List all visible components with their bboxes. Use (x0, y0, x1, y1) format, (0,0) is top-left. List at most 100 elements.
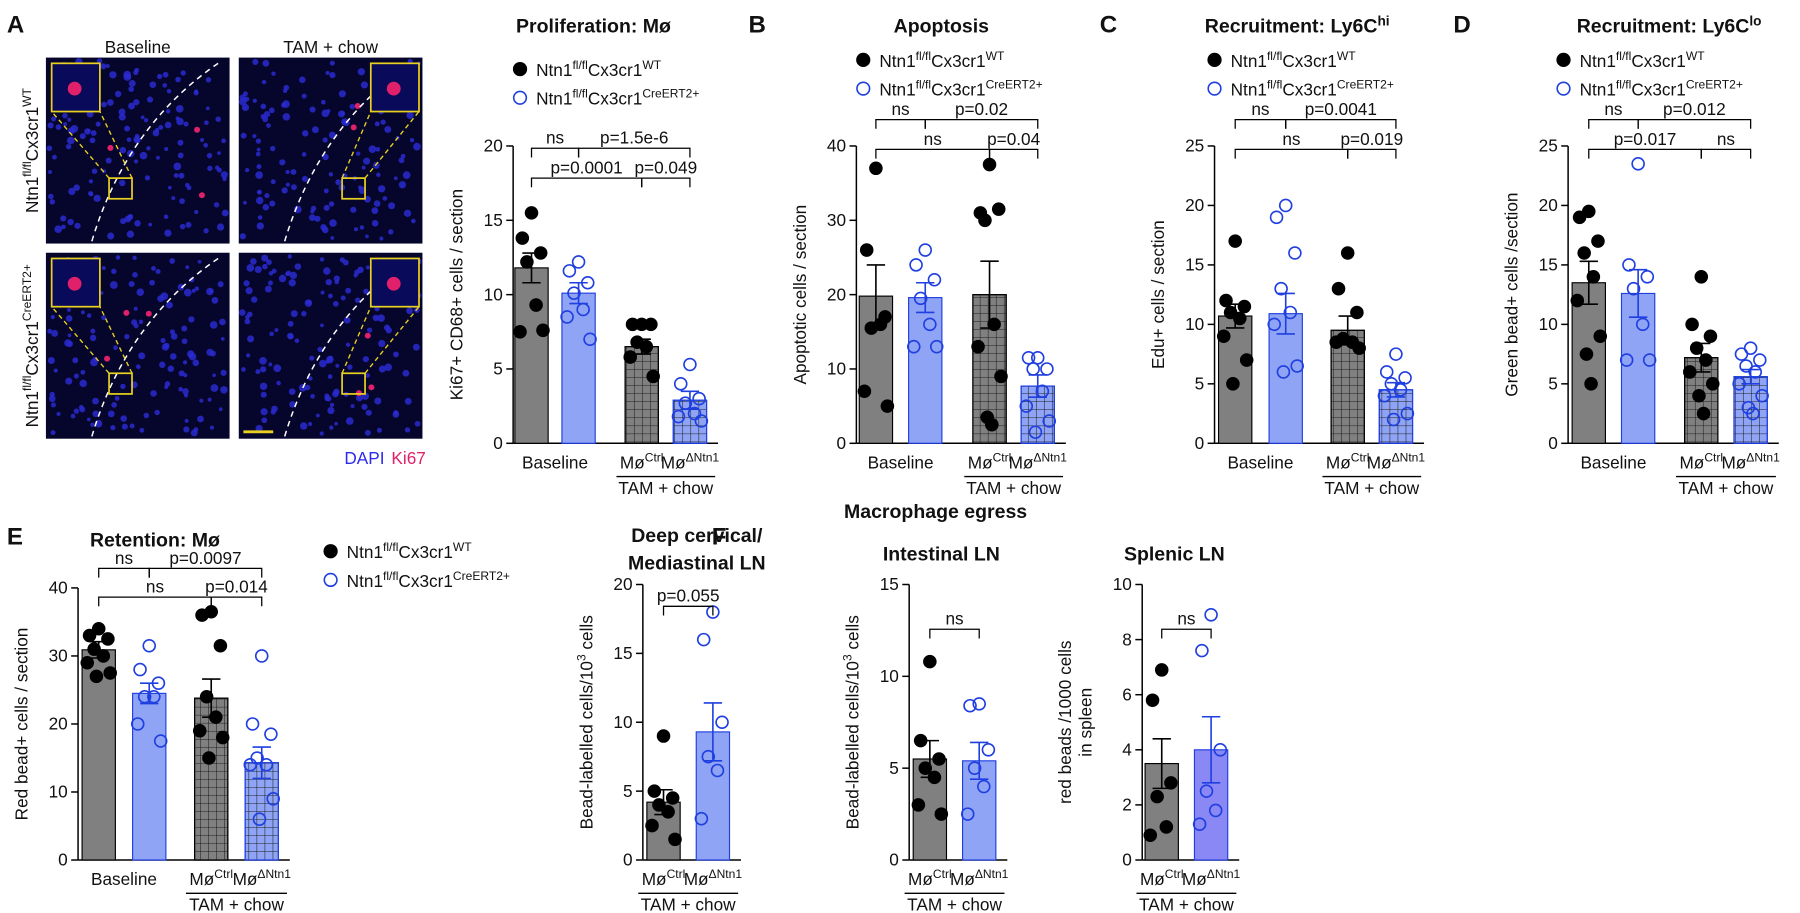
nucleus (246, 264, 255, 272)
column-label: TAM + chow (283, 37, 378, 57)
nucleus (119, 146, 127, 154)
data-point (869, 161, 883, 176)
significance-label: ns (546, 128, 564, 148)
text-run: Ntn1 (1231, 79, 1267, 99)
y-tick-label: 6 (1122, 684, 1132, 704)
nucleus (376, 172, 381, 178)
data-point (1040, 362, 1054, 376)
text-run: Edu+ cells / section (1148, 220, 1168, 369)
nucleus (246, 311, 253, 318)
y-tick-label: 15 (880, 574, 899, 594)
y-tick-label: 5 (1548, 374, 1558, 394)
y-tick-label: 8 (1122, 629, 1132, 649)
nucleus (129, 423, 135, 429)
significance-bracket (530, 177, 643, 188)
data-point (967, 761, 982, 775)
nucleus (101, 315, 107, 321)
data-point (264, 727, 278, 741)
nucleus (209, 321, 218, 329)
text-run: cells (576, 615, 596, 654)
data-point (1237, 299, 1252, 314)
zoom-guide (51, 111, 133, 179)
y-axis-label: Apoptotic cells / section (790, 205, 810, 385)
text-run: Cx3cr1 (1631, 51, 1686, 71)
ki67-nucleus (364, 332, 371, 339)
nucleus (327, 355, 334, 362)
superscript: lo (1749, 13, 1761, 28)
nucleus (353, 227, 358, 232)
panel-letter: B (748, 11, 765, 38)
nucleus (254, 265, 262, 274)
data-point (623, 350, 638, 364)
text-run: Ntn1 (1580, 79, 1616, 99)
nucleus (118, 113, 126, 121)
group-title: Macrophage egress (844, 501, 1027, 523)
nucleus (269, 331, 274, 337)
nucleus (255, 424, 263, 433)
nucleus (323, 204, 330, 211)
data-point (694, 811, 709, 826)
data-point (909, 258, 923, 272)
nucleus (323, 267, 331, 275)
superscript: Ctrl (1704, 451, 1723, 465)
significance-label: p=0.014 (205, 577, 268, 597)
nucleus (278, 274, 287, 283)
nucleus (151, 265, 156, 271)
text-run: Mø (968, 453, 993, 473)
nucleus (294, 263, 302, 270)
superscript: fl/fl (916, 49, 931, 63)
nucleus (357, 68, 366, 76)
nucleus (375, 146, 381, 152)
nucleus (323, 188, 329, 194)
nucleus (378, 185, 386, 193)
bar (561, 292, 596, 444)
nucleus (178, 172, 185, 179)
nucleus (124, 125, 131, 132)
data-point (991, 202, 1006, 216)
text-run: Ntn1 (1231, 51, 1267, 71)
superscript: fl/fl (1616, 77, 1631, 91)
nucleus (264, 193, 270, 199)
nucleus (340, 295, 346, 301)
nucleus (107, 410, 115, 418)
ki67-nucleus (198, 192, 205, 199)
stain-name: Ki67 (391, 448, 425, 468)
category-label: MøCtrl (908, 867, 952, 889)
y-tick-label: 0 (1548, 433, 1558, 453)
chart-title: Splenic LN (1124, 543, 1225, 565)
nucleus (160, 337, 166, 344)
nucleus (320, 290, 325, 295)
nucleus (162, 71, 169, 78)
data-point (1192, 817, 1207, 831)
error-bar (1201, 715, 1221, 784)
text-run: Recruitment: Ly6C (1205, 15, 1378, 37)
nucleus (136, 288, 145, 296)
nucleus (133, 69, 139, 76)
ki67-nucleus (194, 126, 201, 133)
nucleus (177, 152, 184, 159)
nucleus (338, 90, 346, 98)
significance-label: ns (1604, 99, 1622, 119)
y-axis-label: Bead-labelled cells/103 cells (841, 615, 863, 829)
nucleus (244, 318, 251, 325)
data-point (994, 369, 1008, 384)
data-point (1734, 347, 1749, 361)
nucleus (365, 265, 370, 270)
chart-title: Retention: Mø (90, 530, 220, 552)
data-point (1154, 663, 1169, 677)
nucleus (334, 421, 338, 426)
nucleus (47, 357, 55, 365)
zoom-box (341, 372, 366, 395)
data-point (529, 298, 543, 312)
nucleus (368, 145, 377, 153)
superscript: hi (1377, 13, 1389, 28)
nucleus (157, 73, 163, 80)
nucleus (182, 388, 189, 395)
superscript: ΔNtn1 (686, 451, 720, 465)
nucleus (357, 266, 364, 274)
nucleus (124, 334, 130, 340)
nucleus (183, 121, 189, 127)
nucleus (63, 122, 68, 127)
nucleus (333, 275, 340, 282)
nucleus (268, 362, 273, 367)
